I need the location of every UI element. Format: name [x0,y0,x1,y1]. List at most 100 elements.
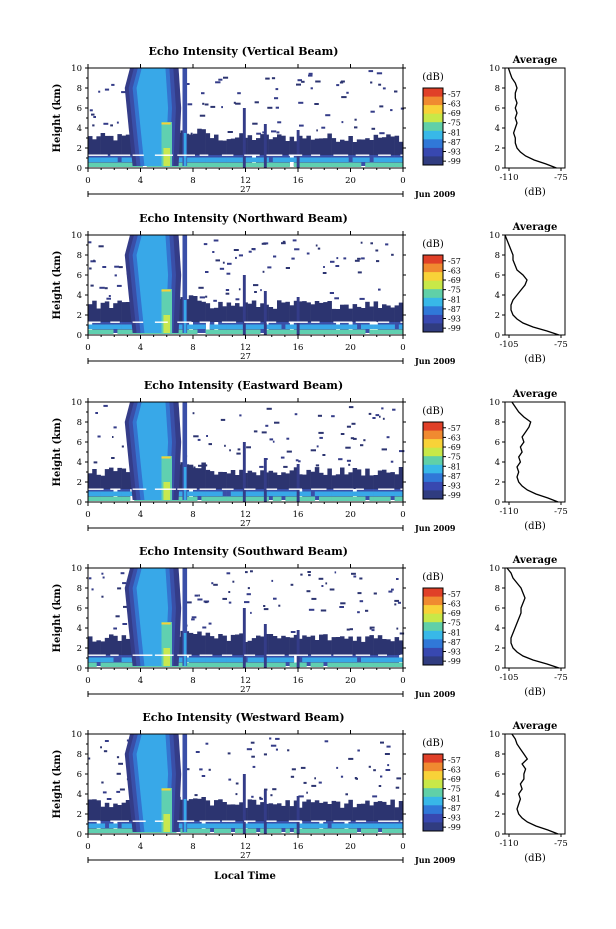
echo-layer-cell [100,157,106,162]
x-tick-label: 0 [400,343,405,353]
colorbar-segment [423,464,443,474]
echo-layer-cell [361,157,366,162]
colorbar-segment [423,630,443,640]
echo-layer-cell [272,162,278,167]
echo-speck [261,431,267,434]
echo-layer-cell [205,823,211,828]
average-frame [504,567,566,669]
echo-layer-cell [365,800,370,821]
echo-layer-cell [331,162,337,167]
echo-speck [340,433,345,435]
echo-speck [346,91,349,94]
echo-speck [199,114,206,117]
echo-layer-cell [293,162,299,167]
echo-layer-cell [197,157,202,162]
echo-layer-cell [302,324,307,329]
x-tick-label: 8 [190,176,195,186]
x-tick-label: 16 [293,842,304,852]
echo-layer-cell [382,801,387,821]
echo-layer-cell [235,804,240,821]
colorbar-frame [422,753,444,832]
echo-layer-cell [365,324,370,329]
echo-speck [372,417,376,419]
echo-gap [355,820,367,822]
echo-layer-cell [361,828,366,833]
echo-layer-cell [386,491,391,496]
echo-layer-cell [205,157,211,162]
echo-speck [370,110,375,113]
echo-layer-cell [394,491,400,496]
echo-speck [351,572,356,575]
echo-layer-cell [88,157,93,162]
echo-column [296,297,300,335]
echo-speck [399,632,405,635]
echo-layer-cell [226,496,232,501]
echo-layer-cell [226,302,232,322]
echo-speck [235,256,237,259]
colorbar-label: -93 [448,148,461,157]
echo-layer-cell [256,496,261,501]
echo-layer-cell [398,823,404,828]
echo-speck [297,79,302,82]
echo-layer-cell [390,162,395,167]
echo-layer-cell [88,473,93,489]
echo-layer-cell [394,823,400,828]
echo-layer-cell [340,636,345,655]
echo-layer-cell [319,802,324,821]
echo-layer-cell [298,655,303,666]
echo-layer-cell [92,329,97,334]
echo-speck [228,778,232,781]
echo-speck [213,583,218,586]
echo-layer-cell [377,662,383,667]
echo-layer-cell [285,141,290,155]
avg-x-tick-label: -75 [554,673,568,683]
echo-speck [400,107,405,110]
avg-y-tick-label: 0 [495,664,500,674]
echo-layer-cell [125,329,131,334]
echo-layer-cell [96,162,101,167]
echo-speck [380,741,384,744]
echo-layer-cell [247,329,253,334]
echo-layer-cell [373,801,379,821]
echo-speck [89,109,93,112]
y-tick-label: 2 [77,144,82,154]
echo-layer-cell [356,823,362,828]
x-tick-label: 8 [190,510,195,520]
echo-core [161,289,171,292]
echo-layer-cell [331,138,337,155]
echo-layer-cell [365,823,370,828]
echo-layer-cell [377,157,383,162]
colorbar-segment [423,156,443,166]
echo-layer-cell [201,828,206,833]
echo-layer-cell [369,491,374,496]
echo-layer-cell [193,657,198,662]
echo-layer-cell [235,303,240,322]
echo-layer-cell [302,496,307,501]
avg-y-tick-label: 4 [495,790,500,800]
x-tick-label: 0 [85,676,90,686]
echo-layer-cell [289,329,295,334]
echo-layer-cell [230,138,236,155]
echo-layer-cell [260,828,265,833]
echo-layer-cell [369,828,374,833]
echo-core [161,622,172,666]
echo-layer-cell [373,638,379,655]
colorbar-segment [423,280,443,290]
x-tick-label: 0 [400,842,405,852]
echo-layer-cell [314,657,320,662]
echo-speck [375,249,379,252]
echo-speck [190,132,193,135]
echo-layer-cell [226,489,232,500]
echo-gap [110,820,129,822]
echo-layer-cell [319,496,324,501]
echo-layer-cell [327,491,332,496]
echo-layer-cell [193,662,198,667]
echo-plume [136,402,169,500]
echo-layer-cell [377,491,383,496]
echo-layer-cell [125,496,131,501]
echo-layer-cell [230,657,236,662]
echo-layer-cell [100,828,106,833]
echo-layer-cell [121,162,127,167]
echo-speck [396,578,399,580]
